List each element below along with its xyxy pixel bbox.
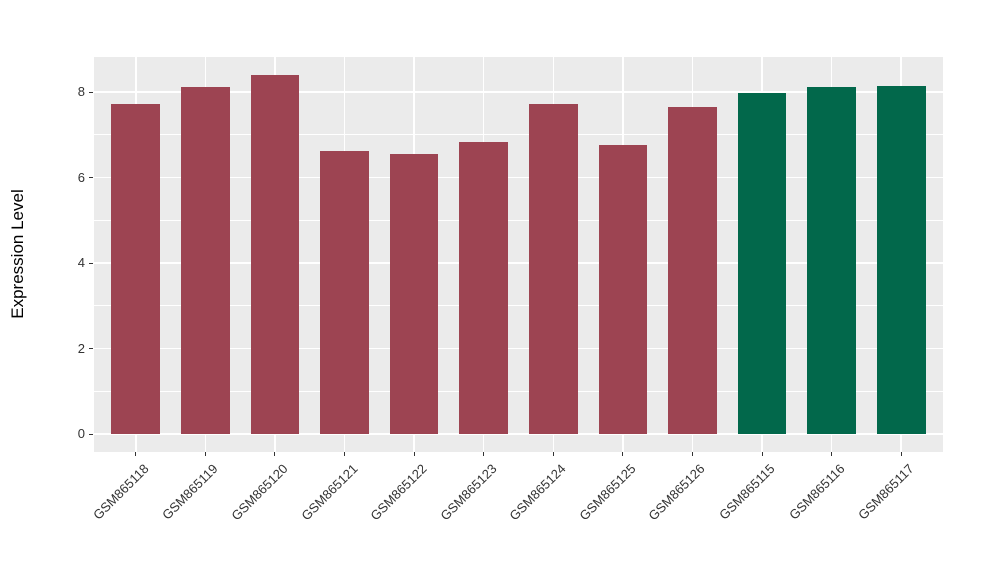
gridline-horizontal-minor: [94, 390, 943, 392]
y-axis-label: Expression Level: [8, 189, 27, 319]
y-tick-label: 2: [77, 340, 85, 356]
bar-GSM865126: [668, 106, 717, 435]
bar-GSM865125: [598, 145, 648, 435]
y-tick-mark: [89, 262, 93, 264]
x-tick-mark: [552, 452, 554, 456]
y-tick-mark: [89, 348, 93, 350]
x-tick-label: GSM865122: [367, 461, 430, 524]
y-tick-label: 6: [77, 169, 85, 185]
y-tick-mark: [89, 433, 93, 435]
bar-GSM865120: [250, 74, 300, 435]
gridline-horizontal-major: [94, 433, 943, 435]
bar-GSM865121: [320, 150, 369, 435]
gridline-horizontal-major: [94, 262, 943, 264]
y-tick-mark: [89, 177, 93, 179]
x-tick-mark: [900, 452, 902, 456]
gridline-horizontal-minor: [94, 305, 943, 307]
x-tick-mark: [274, 452, 276, 456]
x-tick-label: GSM865120: [228, 461, 291, 524]
x-tick-label: GSM865119: [159, 461, 221, 523]
x-tick-mark: [204, 452, 206, 456]
gridline-horizontal-major: [94, 91, 943, 93]
gridline-horizontal-major: [94, 347, 943, 350]
bar-GSM865115: [737, 92, 787, 435]
x-tick-mark: [344, 452, 346, 456]
bar-GSM865116: [807, 87, 856, 435]
bar-GSM865123: [459, 141, 509, 435]
x-tick-mark: [135, 452, 137, 456]
gridline-horizontal-major: [94, 176, 943, 179]
x-tick-label: GSM865115: [716, 461, 778, 523]
x-tick-label: GSM865126: [645, 461, 709, 524]
x-tick-mark: [413, 452, 415, 456]
y-tick-mark: [89, 91, 93, 93]
y-tick-label: 0: [77, 426, 85, 442]
x-tick-mark: [483, 452, 485, 456]
x-tick-label: GSM865125: [576, 461, 639, 524]
gridline-horizontal-minor: [94, 134, 943, 136]
y-tick-label: 4: [77, 255, 85, 271]
bar-GSM865118: [111, 104, 161, 435]
x-tick-label: GSM865116: [785, 461, 848, 523]
bar-GSM865117: [876, 86, 926, 435]
bar-GSM865122: [389, 154, 439, 435]
x-tick-mark: [691, 452, 693, 456]
x-tick-mark: [831, 452, 833, 456]
x-tick-label: GSM865121: [297, 461, 361, 524]
x-tick-label: GSM865124: [506, 461, 569, 524]
x-tick-label: GSM865117: [855, 461, 917, 523]
gridline-horizontal-minor: [94, 219, 943, 221]
y-tick-label: 8: [77, 84, 85, 100]
x-tick-label: GSM865123: [437, 461, 500, 524]
plot-panel: [94, 57, 943, 452]
x-tick-mark: [761, 452, 763, 456]
x-tick-label: GSM865118: [89, 461, 152, 523]
bar-GSM865119: [180, 87, 230, 435]
bar-GSM865124: [528, 104, 578, 435]
x-tick-mark: [622, 452, 624, 456]
